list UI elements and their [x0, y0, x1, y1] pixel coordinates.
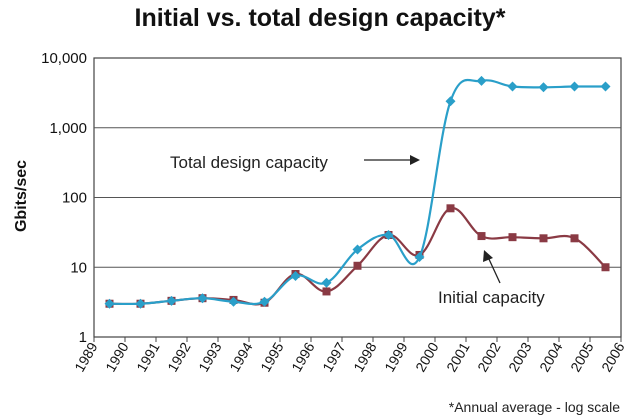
x-tick-label: 2004 [536, 339, 566, 374]
total-design-capacity-point [445, 96, 456, 107]
x-tick-label: 1996 [288, 339, 318, 374]
x-tick-label: 1998 [350, 339, 380, 374]
y-ticks: 1 10 100 1,000 10,000 [41, 50, 87, 346]
y-tick-label: 100 [62, 190, 87, 207]
total-design-capacity-point [259, 296, 270, 307]
initial-capacity-point [539, 234, 548, 243]
initial-capacity-point [570, 234, 579, 243]
x-tick-label: 1995 [257, 339, 287, 374]
total-design-capacity-point [476, 75, 487, 86]
total-design-capacity-point [414, 252, 425, 263]
x-tick-label: 1992 [164, 339, 194, 374]
initial-capacity-point [446, 204, 455, 213]
x-tick-label: 1989 [71, 339, 101, 374]
initial-capacity-point [508, 233, 517, 242]
chart-title: Initial vs. total design capacity* [134, 4, 506, 32]
total-design-capacity-point [507, 81, 518, 92]
x-tick-label: 1997 [319, 339, 349, 374]
x-tick-label: 2001 [443, 339, 473, 374]
x-tick-label: 2000 [412, 339, 442, 374]
x-tick-label: 2006 [598, 339, 628, 374]
initial-capacity-point [322, 287, 331, 296]
initial-capacity-point [353, 261, 362, 270]
total-design-capacity-point [383, 229, 394, 240]
initial-capacity-arrow [483, 250, 501, 284]
y-tick-label: 10 [70, 259, 87, 276]
x-tick-label: 1994 [226, 339, 256, 374]
total-design-capacity-point [290, 270, 301, 281]
total-design-capacity-point [135, 298, 146, 309]
y-tick-label: 1,000 [49, 120, 87, 137]
total-design-capacity-point [600, 81, 611, 92]
x-tick-label: 1991 [133, 339, 163, 374]
initial-capacity-point [601, 263, 610, 272]
total-design-capacity-point [538, 82, 549, 93]
total-design-capacity-point [166, 295, 177, 306]
total-capacity-label: Total design capacity [170, 153, 328, 172]
x-tick-label: 2003 [505, 339, 535, 374]
initial-capacity-point [477, 232, 486, 241]
total-capacity-arrow [364, 155, 420, 165]
footnote: *Annual average - log scale [449, 399, 620, 415]
x-tick-label: 1999 [381, 339, 411, 374]
x-tick-label: 2002 [474, 339, 504, 374]
total-design-capacity-point [197, 293, 208, 304]
y-tick-label: 1 [79, 329, 87, 346]
total-design-capacity-point [321, 277, 332, 288]
total-design-capacity-point [569, 81, 580, 92]
x-ticks: 1989 1990 1991 1992 1993 1994 1995 1996 1997 1998… [71, 337, 628, 374]
x-tick-label: 2005 [567, 339, 597, 374]
total-design-capacity-point [228, 296, 239, 307]
total-design-capacity-point [104, 298, 115, 309]
total-design-capacity-point [352, 244, 363, 255]
y-tick-label: 10,000 [41, 50, 87, 67]
initial-capacity-label: Initial capacity [438, 288, 545, 307]
y-axis-label: Gbits/sec [13, 160, 30, 232]
x-tick-label: 1990 [102, 339, 132, 374]
x-tick-label: 1993 [195, 339, 225, 374]
series-group [104, 75, 611, 309]
